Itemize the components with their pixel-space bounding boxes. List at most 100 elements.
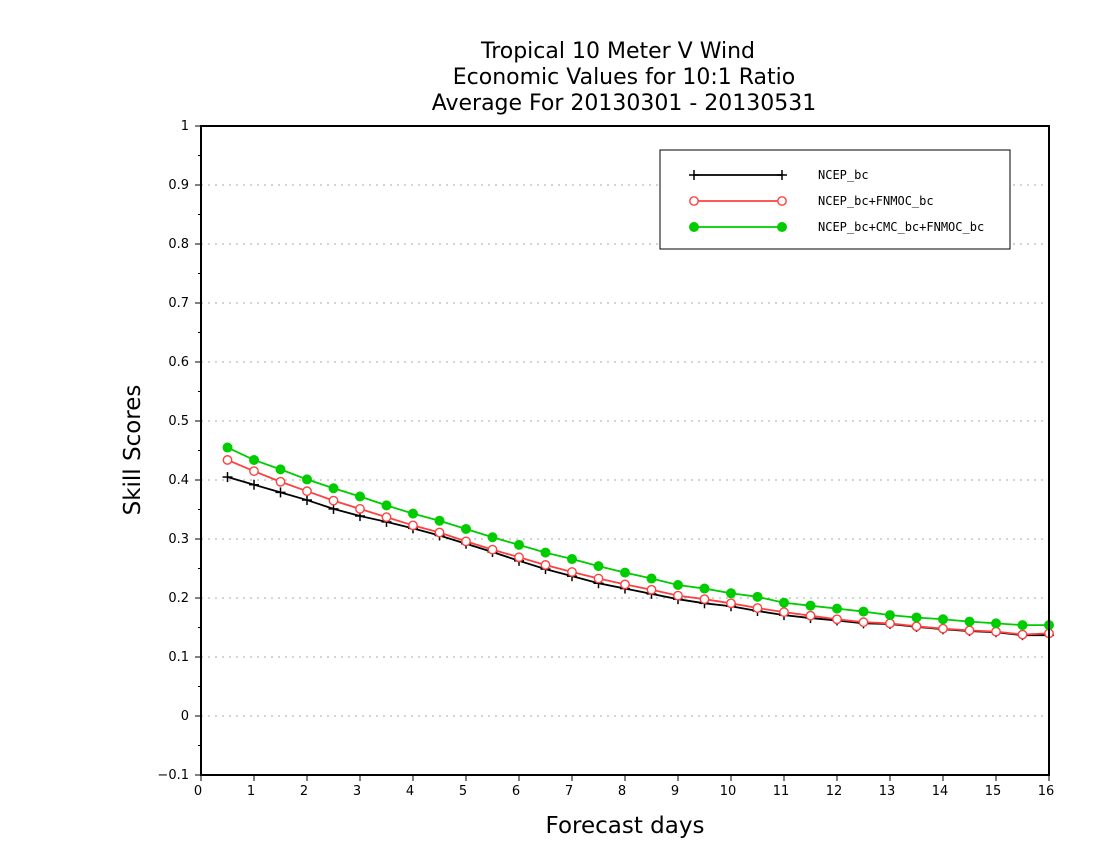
data-point-filled-circle <box>249 454 259 465</box>
y-tick-label: −0.1 <box>157 768 189 783</box>
data-point-open-circle <box>911 621 922 632</box>
legend: NCEP_bc NCEP_bc+FNMOC_bc NCEP_bc+CMC_bc+FN… <box>659 149 1011 250</box>
data-point-open-circle <box>355 504 365 514</box>
x-tick-label: 9 <box>671 784 679 799</box>
data-point-plus <box>275 487 286 498</box>
y-tick-label: 0.3 <box>168 532 189 547</box>
x-tick-label: 6 <box>512 784 520 799</box>
data-point-open-circle <box>567 567 577 577</box>
data-point-open-circle <box>328 495 339 506</box>
series-3 <box>222 442 1054 631</box>
data-point-open-circle <box>752 603 763 613</box>
data-point-open-circle <box>434 527 445 538</box>
data-point-open-circle <box>487 544 498 555</box>
x-tick-label: 3 <box>353 784 361 799</box>
y-tick-label: 0 <box>181 709 189 724</box>
y-tick-label: 0.1 <box>168 650 189 665</box>
x-tick-label: 11 <box>773 784 790 799</box>
series-line <box>227 446 1049 627</box>
data-point-filled-circle <box>646 573 657 584</box>
data-point-open-circle <box>593 573 604 584</box>
y-tick-label: 0.8 <box>168 237 189 252</box>
title-line-3: Average For 20130301 - 20130531 <box>432 91 817 116</box>
data-point-open-circle <box>964 625 975 636</box>
data-point-filled-circle <box>487 532 498 543</box>
data-point-open-circle <box>938 623 948 634</box>
data-point-open-circle <box>885 618 895 629</box>
data-point-filled-circle <box>805 600 816 611</box>
data-point-open-circle <box>408 520 418 531</box>
data-point-filled-circle <box>461 523 471 534</box>
data-point-filled-circle <box>689 222 699 232</box>
data-point-filled-circle <box>911 612 922 623</box>
data-point-open-circle <box>302 486 312 497</box>
data-point-filled-circle <box>752 591 763 602</box>
legend-entry: NCEP_bc+FNMOC_bc <box>689 194 934 208</box>
y-axis: −0.1 0 0.1 0.2 0.3 0.4 0.5 0.6 0.7 0.8 0.9 1 <box>157 119 201 783</box>
chart-title: Tropical 10 Meter V Wind Economic Values… <box>432 39 817 116</box>
x-tick-label: 2 <box>300 784 308 799</box>
data-point-plus <box>689 170 699 180</box>
data-point-open-circle <box>777 196 787 206</box>
data-point-plus <box>302 495 312 506</box>
series-layer <box>222 442 1054 641</box>
y-tick-label: 0.5 <box>168 414 189 429</box>
data-point-filled-circle <box>408 508 418 519</box>
x-tick-label: 15 <box>985 784 1002 799</box>
data-point-open-circle <box>275 476 286 487</box>
data-point-open-circle <box>620 579 630 590</box>
data-point-open-circle <box>249 466 259 477</box>
x-tick-label: 4 <box>406 784 414 799</box>
x-axis: 0 1 2 3 4 5 6 7 8 9 10 11 12 13 14 15 16 <box>194 775 1054 799</box>
x-tick-label: 1 <box>247 784 255 799</box>
title-line-1: Tropical 10 Meter V Wind <box>480 39 755 64</box>
data-point-filled-circle <box>991 618 1001 629</box>
legend-label: NCEP_bc+CMC_bc+FNMOC_bc <box>818 220 984 234</box>
legend-entry: NCEP_bc+CMC_bc+FNMOC_bc <box>689 220 984 234</box>
series-1 <box>222 472 1054 641</box>
x-tick-label: 0 <box>194 784 202 799</box>
data-point-filled-circle <box>1017 620 1028 631</box>
x-tick-label: 12 <box>826 784 843 799</box>
data-point-open-circle <box>673 590 683 601</box>
data-point-filled-circle <box>381 500 392 511</box>
data-point-filled-circle <box>885 610 895 621</box>
data-point-filled-circle <box>858 606 869 617</box>
legend-label: NCEP_bc+FNMOC_bc <box>818 194 934 208</box>
data-point-plus <box>328 503 339 514</box>
data-point-filled-circle <box>620 567 630 578</box>
y-axis-title: Skill Scores <box>120 385 146 516</box>
data-point-open-circle <box>991 626 1001 637</box>
data-point-open-circle <box>832 614 842 625</box>
y-tick-label: 0.6 <box>168 355 189 370</box>
x-tick-label: 7 <box>565 784 573 799</box>
y-tick-label: 0.9 <box>168 178 189 193</box>
data-point-open-circle <box>689 196 699 206</box>
x-axis-title: Forecast days <box>546 813 705 839</box>
data-point-filled-circle <box>514 539 524 550</box>
x-tick-label: 16 <box>1038 784 1055 799</box>
data-point-plus <box>249 479 259 490</box>
data-point-filled-circle <box>726 588 736 599</box>
x-tick-label: 10 <box>720 784 737 799</box>
data-point-filled-circle <box>777 222 787 232</box>
data-point-filled-circle <box>964 616 975 627</box>
series-2 <box>222 455 1054 640</box>
data-point-plus <box>222 472 233 483</box>
y-tick-label: 0.7 <box>168 296 189 311</box>
y-tick-label: 0.2 <box>168 591 189 606</box>
data-point-filled-circle <box>832 603 842 614</box>
data-point-filled-circle <box>222 442 233 453</box>
legend-box <box>659 149 1011 250</box>
data-point-open-circle <box>726 598 736 609</box>
data-point-filled-circle <box>567 554 577 565</box>
data-point-filled-circle <box>938 614 948 625</box>
legend-label: NCEP_bc <box>818 168 869 182</box>
x-tick-label: 13 <box>879 784 896 799</box>
data-point-filled-circle <box>540 547 551 558</box>
data-point-open-circle <box>646 584 657 595</box>
y-tick-label: 1 <box>181 119 189 134</box>
legend-entry: NCEP_bc <box>689 168 869 182</box>
